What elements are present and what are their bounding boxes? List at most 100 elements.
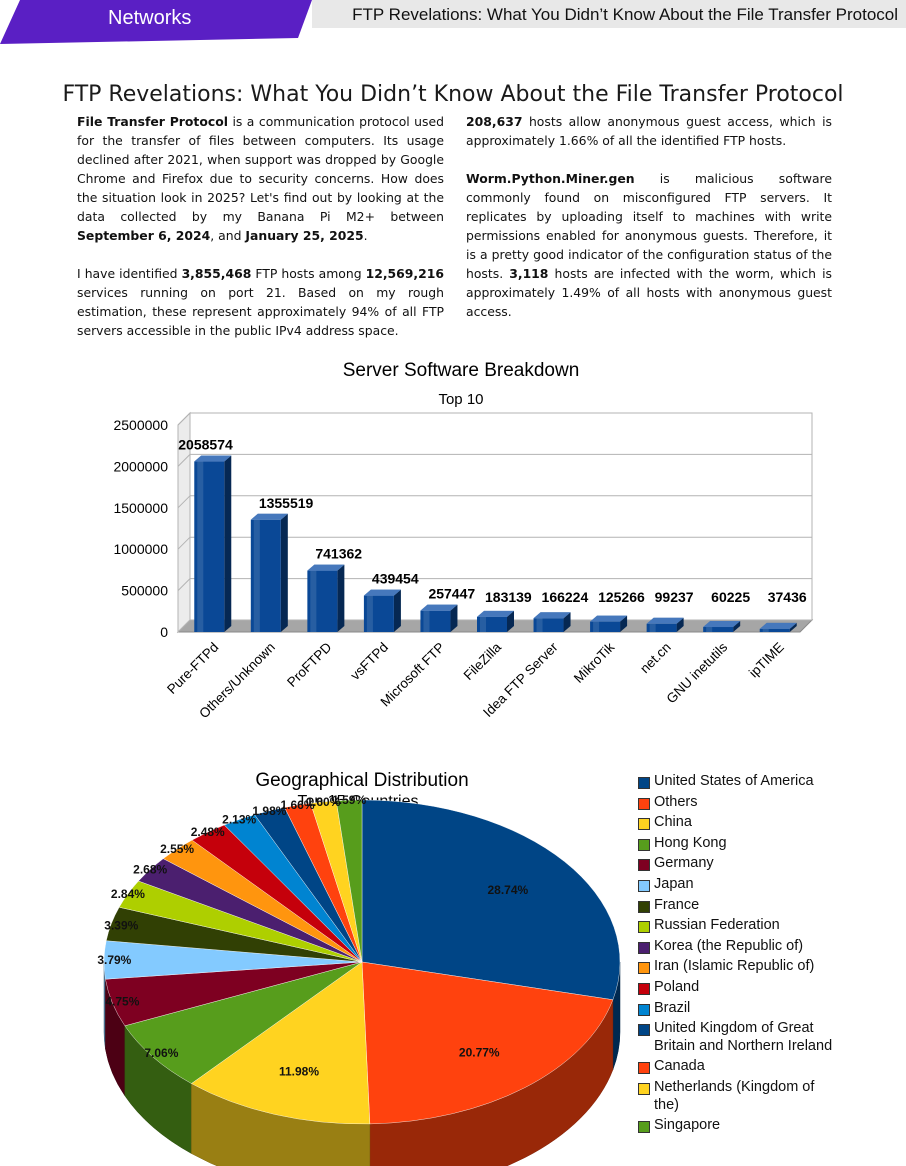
- bar: [420, 604, 458, 632]
- y-tick-label: 2500000: [113, 417, 168, 433]
- running-header: FTP Revelations: What You Didn’t Know Ab…: [312, 0, 906, 28]
- bar-chart-title: Server Software Breakdown: [343, 360, 580, 381]
- pie-legend: United States of America Others China Hong …: [638, 773, 838, 1138]
- x-tick-label: vsFTPd: [348, 640, 391, 683]
- y-tick-label: 1500000: [113, 500, 168, 516]
- bar: [646, 617, 684, 632]
- legend-label: Singapore: [654, 1117, 721, 1134]
- legend-swatch: [638, 777, 650, 789]
- bar-value-label: 166224: [542, 589, 589, 605]
- bar-value-label: 125266: [598, 589, 645, 605]
- legend-swatch: [638, 1003, 650, 1016]
- bar-chart-plot: 0 500000 1000000 1500000 2000000 2500000 20585…: [113, 411, 814, 721]
- text: .: [363, 228, 368, 243]
- bold-date: January 25, 2025: [245, 228, 364, 243]
- y-tick-label: 1000000: [113, 541, 168, 557]
- legend-item: Germany: [638, 855, 838, 873]
- legend-item: Russian Federation: [638, 917, 838, 935]
- legend-swatch: [638, 900, 650, 913]
- bold-date: September 6, 2024: [77, 228, 211, 243]
- bold-number: 3,118: [509, 266, 549, 281]
- legend-item: Others: [638, 794, 838, 812]
- legend-item: Hong Kong: [638, 835, 838, 853]
- legend-swatch: [638, 982, 650, 995]
- legend-swatch: [638, 941, 650, 954]
- y-tick-label: 0: [160, 624, 168, 640]
- legend-swatch: [638, 818, 650, 831]
- legend-item: Iran (Islamic Republic of): [638, 958, 838, 976]
- legend-item: Singapore: [638, 1117, 838, 1135]
- legend-swatch: [638, 1121, 650, 1134]
- legend-swatch: [638, 962, 650, 975]
- x-tick-label: net.cn: [637, 640, 674, 677]
- bar: [759, 622, 797, 632]
- legend-swatch: [638, 859, 650, 872]
- legend-swatch: [638, 1024, 650, 1037]
- bar-value-label: 183139: [485, 589, 532, 605]
- pie-chart-plot: 28.74% 20.77% 11.98% 7.06% 4.75% 3.79% 3.39% 2.…: [97, 793, 621, 1166]
- pie-pct-label: 3.39%: [104, 918, 138, 932]
- legend-item: Japan: [638, 876, 838, 894]
- legend-swatch: [638, 1062, 650, 1075]
- bold-number: 12,569,216: [365, 266, 444, 281]
- pie-pct-label: 2.55%: [160, 842, 194, 856]
- legend-label: Korea (the Republic of): [654, 937, 804, 954]
- legend-label: United States of America: [654, 773, 814, 789]
- pie-pct-label: 20.77%: [459, 1045, 500, 1059]
- text: hosts are infected with the worm, which …: [466, 266, 832, 319]
- bar: [590, 615, 628, 632]
- text: is malicious software commonly found on …: [466, 171, 832, 281]
- pie-slice: [336, 799, 363, 963]
- pie-pct-label: 2.68%: [133, 863, 167, 877]
- legend-swatch: [638, 879, 650, 892]
- pie-slice: [124, 961, 363, 1084]
- x-tick-label: Pure-FTPd: [164, 640, 221, 697]
- paragraph: Worm.Python.Miner.gen is malicious softw…: [466, 169, 832, 321]
- pie-pct-label: 1.98%: [252, 804, 286, 818]
- pie-pct-label: 3.79%: [97, 953, 131, 967]
- pie-pct-label: 2.13%: [222, 813, 256, 827]
- legend-item: Brazil: [638, 1000, 838, 1018]
- bar-value-label: 741362: [315, 546, 362, 562]
- text: I have identified: [77, 266, 182, 281]
- section-tab: Networks: [0, 0, 312, 44]
- geographical-pie-chart: Geographical Distribution Top 15 Countri…: [97, 770, 621, 1166]
- legend-label: Others: [654, 793, 698, 810]
- legend-label: Brazil: [654, 999, 691, 1016]
- legend-label: China: [654, 814, 692, 831]
- bar: [250, 513, 288, 632]
- y-tick-label: 500000: [121, 583, 168, 599]
- running-title: FTP Revelations: What You Didn’t Know Ab…: [352, 5, 898, 24]
- pie-pct-label: 1.66%: [281, 798, 315, 812]
- section-name: Networks: [108, 7, 192, 29]
- text: is a communication protocol used for the…: [77, 114, 444, 224]
- pie-pct-label: 2.48%: [191, 825, 225, 839]
- bar: [477, 610, 514, 632]
- bar-value-label: 2058574: [178, 437, 233, 453]
- legend-label: United Kingdom of Great Britain and Nort…: [654, 1020, 833, 1054]
- legend-item: Netherlands (Kingdom of the): [638, 1079, 838, 1114]
- legend-item: Poland: [638, 979, 838, 997]
- bar-value-label: 60225: [711, 589, 750, 605]
- legend-item: France: [638, 897, 838, 915]
- pie-slice: [361, 799, 621, 1000]
- legend-item: China: [638, 814, 838, 832]
- pie-pct-label: 1.60%: [306, 795, 340, 809]
- bar-value-label: 99237: [655, 589, 694, 605]
- pie-pct-label: 1.59%: [332, 793, 366, 807]
- bar-value-label: 1355519: [259, 495, 314, 511]
- pie-chart-title: Geographical Distribution: [255, 770, 468, 791]
- bold-term: Worm.Python.Miner.gen: [466, 171, 635, 186]
- article-column-1: File Transfer Protocol is a communicatio…: [77, 112, 444, 359]
- pie-pct-label: 11.98%: [279, 1065, 319, 1079]
- legend-label: France: [654, 896, 700, 913]
- bar: [307, 564, 345, 632]
- text: services running on port 21. Based on my…: [77, 285, 444, 338]
- legend-swatch: [638, 1082, 650, 1095]
- bar-chart-subtitle: Top 10: [438, 391, 483, 408]
- paragraph: I have identified 3,855,468 FTP hosts am…: [77, 264, 444, 340]
- x-tick-label: ipTIME: [746, 640, 787, 681]
- bar-value-label: 439454: [372, 571, 419, 587]
- x-tick-label: GNU inetutils: [663, 639, 730, 706]
- bold-number: 3,855,468: [181, 266, 252, 281]
